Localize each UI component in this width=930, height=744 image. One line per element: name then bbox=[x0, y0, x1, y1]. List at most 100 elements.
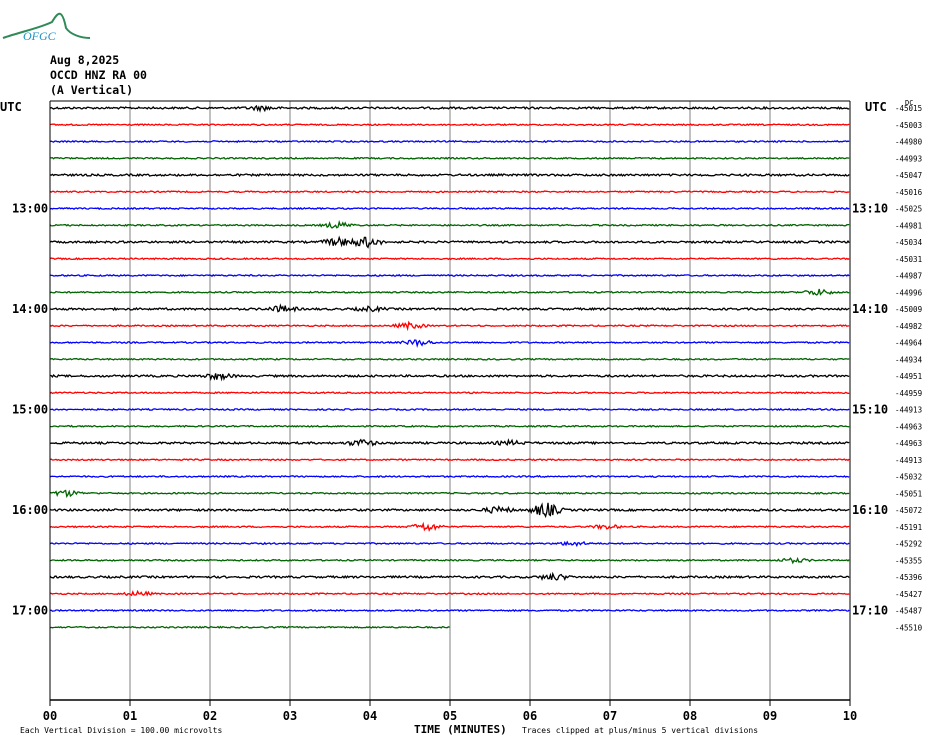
seismic-trace bbox=[49, 123, 850, 127]
right-hour-label: 13:10 bbox=[852, 202, 888, 216]
dc-offset-label: -44959 bbox=[895, 389, 922, 398]
x-tick-label: 09 bbox=[763, 709, 777, 723]
component-label: (A Vertical) bbox=[50, 83, 134, 97]
x-tick-label: 06 bbox=[523, 709, 537, 723]
seismic-trace bbox=[49, 608, 850, 613]
x-tick-label: 07 bbox=[603, 709, 617, 723]
dc-offset-label: -44934 bbox=[895, 355, 923, 364]
seismic-trace bbox=[49, 303, 850, 314]
plot-frame bbox=[49, 100, 851, 706]
dc-offset-label: -44981 bbox=[895, 221, 922, 230]
agency-logo: OFGC bbox=[2, 12, 91, 43]
seismic-trace bbox=[49, 357, 850, 361]
seismic-trace bbox=[49, 502, 850, 519]
dc-offset-label: -45427 bbox=[895, 590, 922, 599]
dc-offset-label: -44996 bbox=[895, 288, 923, 297]
dc-offset-label: -45016 bbox=[895, 188, 923, 197]
dc-offset-label: -44913 bbox=[895, 406, 922, 415]
right-hour-label: 17:10 bbox=[852, 604, 888, 618]
seismic-trace bbox=[49, 104, 850, 113]
x-tick-label: 05 bbox=[443, 709, 457, 723]
seismic-trace bbox=[49, 172, 850, 178]
x-tick-label: 03 bbox=[283, 709, 297, 723]
dc-offset-label: -45292 bbox=[895, 540, 922, 549]
x-tick-label: 04 bbox=[363, 709, 377, 723]
seismic-trace bbox=[49, 372, 850, 382]
dc-offset-label: -45355 bbox=[895, 556, 922, 565]
seismic-trace bbox=[49, 190, 850, 194]
scale-note: Each Vertical Division = 100.00 microvol… bbox=[20, 726, 222, 735]
right-utc-label: UTC bbox=[865, 100, 887, 114]
seismic-trace bbox=[49, 589, 850, 597]
grid-lines bbox=[129, 101, 771, 700]
left-utc-label: UTC bbox=[0, 100, 22, 114]
seismic-trace bbox=[50, 424, 850, 428]
dc-offset-label: -45025 bbox=[895, 205, 922, 214]
logo-text: OFGC bbox=[23, 29, 57, 43]
left-hour-label: 16:00 bbox=[12, 503, 48, 517]
record-date: Aug 8,2025 bbox=[50, 53, 120, 67]
dc-offset-label: -44951 bbox=[895, 372, 922, 381]
dc-offset-label: -45191 bbox=[895, 523, 922, 532]
seismic-trace bbox=[49, 571, 850, 582]
dc-offset-label: -44963 bbox=[895, 422, 922, 431]
dc-offset-label: -45009 bbox=[895, 305, 922, 314]
right-hour-label: 16:10 bbox=[852, 503, 888, 517]
dc-offset-label: -45072 bbox=[895, 506, 922, 515]
seismic-trace bbox=[49, 139, 850, 144]
seismic-trace bbox=[49, 489, 850, 498]
left-hour-label: 17:00 bbox=[12, 604, 48, 618]
seismic-trace bbox=[49, 540, 850, 548]
station-code: OCCD HNZ RA 00 bbox=[50, 68, 147, 82]
seismic-trace bbox=[49, 474, 850, 479]
x-tick-label: 10 bbox=[843, 709, 857, 723]
dc-offset-label: -45034 bbox=[895, 238, 923, 247]
dc-offset-label: -44980 bbox=[895, 138, 923, 147]
seismic-traces bbox=[49, 104, 850, 629]
right-hour-label: 14:10 bbox=[852, 302, 888, 316]
left-hour-label: 15:00 bbox=[12, 403, 48, 417]
dc-label: DC bbox=[905, 99, 913, 107]
seismic-trace bbox=[49, 625, 450, 629]
seismic-trace bbox=[50, 156, 850, 160]
seismic-trace bbox=[49, 458, 850, 462]
seismic-trace bbox=[49, 235, 850, 249]
dc-offset-label: -44963 bbox=[895, 439, 922, 448]
clip-note: Traces clipped at plus/minus 5 vertical … bbox=[522, 726, 758, 735]
seismic-trace bbox=[49, 521, 850, 532]
dc-offset-label: -45487 bbox=[895, 607, 922, 616]
dc-offset-label: -45047 bbox=[895, 171, 922, 180]
seismic-trace bbox=[49, 339, 850, 349]
dc-offset-label: -45032 bbox=[895, 473, 922, 482]
x-tick-label: 00 bbox=[43, 709, 57, 723]
axis-labels: 00 01 02 03 04 05 06 07 08 09 10 UTC UTC DC 13:00 13:10… bbox=[0, 99, 923, 736]
dc-offset-label: -44982 bbox=[895, 322, 922, 331]
dc-offset-label: -45015 bbox=[895, 104, 922, 113]
dc-offset-label: -45003 bbox=[895, 121, 922, 130]
dc-offset-label: -45051 bbox=[895, 489, 922, 498]
left-hour-label: 13:00 bbox=[12, 202, 48, 216]
dc-offset-label: -45031 bbox=[895, 255, 922, 264]
seismic-trace bbox=[49, 257, 850, 261]
dc-offset-label: -45396 bbox=[895, 573, 923, 582]
seismic-trace bbox=[49, 320, 850, 332]
x-tick-label: 08 bbox=[683, 709, 697, 723]
logo-swoosh bbox=[2, 12, 91, 39]
seismic-trace bbox=[49, 391, 850, 395]
dc-offset-label: -44993 bbox=[895, 154, 922, 163]
seismic-trace bbox=[49, 438, 850, 447]
left-hour-label: 14:00 bbox=[12, 302, 48, 316]
x-tick-label: 02 bbox=[203, 709, 217, 723]
x-axis-title: TIME (MINUTES) bbox=[414, 723, 507, 736]
seismic-trace bbox=[49, 407, 850, 412]
dc-offset-label: -45510 bbox=[895, 623, 923, 632]
seismic-trace bbox=[49, 556, 850, 565]
dc-offset-label: -44964 bbox=[895, 339, 923, 348]
dc-offset-label: -44987 bbox=[895, 272, 922, 281]
x-tick-label: 01 bbox=[123, 709, 137, 723]
seismic-trace bbox=[49, 206, 850, 211]
seismic-trace bbox=[49, 288, 850, 296]
seismic-trace bbox=[49, 273, 850, 278]
seismic-trace bbox=[49, 219, 850, 229]
